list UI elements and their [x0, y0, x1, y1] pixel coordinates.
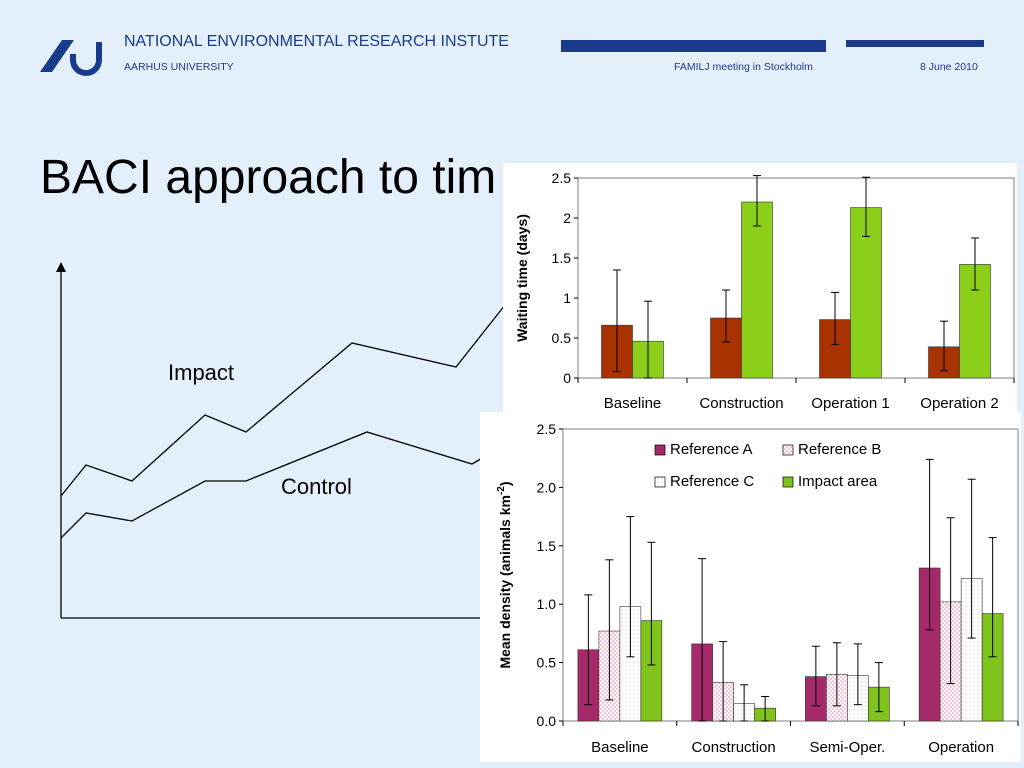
y-tick-label: 2 — [563, 210, 571, 226]
y-tick-label: 2.0 — [537, 479, 557, 495]
diagram-y-axis-arrow — [56, 262, 66, 272]
legend-label-reference-b: Reference B — [798, 441, 881, 458]
header-bar-long — [561, 40, 826, 52]
y-tick-label: 1.5 — [552, 250, 572, 266]
organization-name: NATIONAL ENVIRONMENTAL RESEARCH INSTUTE — [124, 33, 509, 50]
x-category-label-operation-2: Operation 2 — [920, 395, 998, 412]
legend-swatch-impact-area — [782, 476, 794, 488]
university-name: AARHUS UNIVERSITY — [124, 61, 234, 73]
density-chart: 0.0 0.5 1.0 1.5 2.0 2.5 Baseline Construction Se… — [496, 421, 1019, 756]
y-tick-label: 0.5 — [537, 655, 557, 671]
y-tick-label: 2.5 — [552, 170, 572, 186]
waiting-time-chart: 0 0.5 1 1.5 2 2.5 Baseline Construction Operatio… — [514, 170, 1015, 412]
legend-swatch-reference-b — [782, 444, 794, 456]
y-tick-label: 0.0 — [537, 713, 557, 729]
impact-line — [60, 304, 506, 497]
legend-swatch-reference-a — [654, 444, 666, 456]
control-label: Control — [281, 474, 352, 499]
x-category-label-construction: Construction — [699, 395, 783, 412]
y-tick-label: 1.5 — [537, 538, 557, 554]
y-tick-label: 2.5 — [537, 421, 557, 437]
x-category-label-operation: Operation — [928, 739, 994, 756]
slide-title: BACI approach to tim — [40, 151, 497, 204]
x-category-label-baseline: Baseline — [604, 395, 662, 412]
waiting-time-chart-panel: 0 0.5 1 1.5 2 2.5 Baseline Construction Operatio… — [503, 163, 1017, 418]
legend-label-reference-c: Reference C — [670, 473, 754, 490]
control-line — [60, 431, 506, 539]
y-axis-label: Waiting time (days) — [514, 214, 530, 342]
aarhus-university-logo-icon — [40, 40, 102, 76]
meeting-name: FAMILJ meeting in Stockholm — [674, 61, 813, 73]
y-tick-label: 0.5 — [552, 330, 572, 346]
meeting-date: 8 June 2010 — [920, 61, 978, 73]
y-tick-label: 0 — [563, 370, 571, 386]
x-category-label-operation-1: Operation 1 — [811, 395, 889, 412]
y-tick-label: 1.0 — [537, 596, 557, 612]
legend-label-impact-area: Impact area — [798, 473, 878, 490]
y-tick-label: 1 — [563, 290, 571, 306]
x-category-label-baseline: Baseline — [591, 739, 649, 756]
impact-label: Impact — [168, 360, 235, 385]
density-chart-panel: 0.0 0.5 1.0 1.5 2.0 2.5 Baseline Construction Se… — [480, 412, 1021, 762]
x-category-label-semi-oper: Semi-Oper. — [809, 739, 885, 756]
bar-series-2-construction — [741, 201, 773, 379]
x-category-label-construction: Construction — [692, 739, 776, 756]
y-axis-label: Mean density (animals km-2) — [496, 481, 513, 668]
legend-label-reference-a: Reference A — [670, 441, 753, 458]
legend-swatch-reference-c — [654, 476, 666, 488]
header-bar-short — [846, 40, 984, 47]
